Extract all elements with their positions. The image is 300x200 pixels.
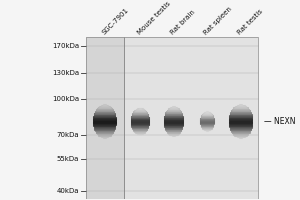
Text: Rat testis: Rat testis [237,8,264,36]
Text: 130kDa: 130kDa [52,70,79,76]
Text: SGC-7901: SGC-7901 [101,7,130,36]
FancyBboxPatch shape [124,37,258,199]
Text: Mouse testis: Mouse testis [136,1,171,36]
Text: 70kDa: 70kDa [57,132,79,138]
Text: — NEXN: — NEXN [263,117,295,126]
Text: 40kDa: 40kDa [57,188,79,194]
Text: 55kDa: 55kDa [57,156,79,162]
Text: Rat brain: Rat brain [170,9,196,36]
Text: Rat spleen: Rat spleen [203,6,234,36]
Text: 100kDa: 100kDa [52,96,79,102]
FancyBboxPatch shape [86,37,124,199]
Text: 170kDa: 170kDa [52,43,79,49]
